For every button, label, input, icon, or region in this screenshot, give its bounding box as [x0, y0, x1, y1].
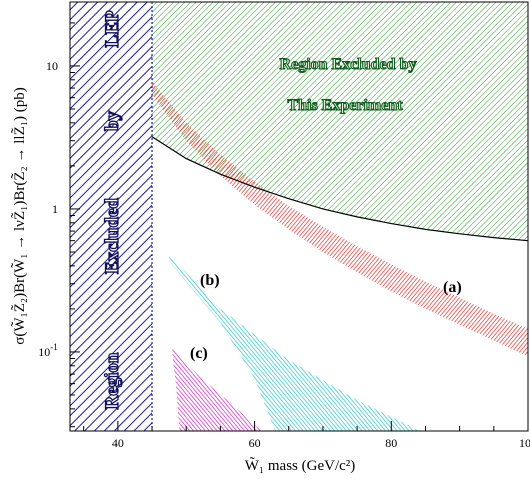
experiment-excluded-region — [152, 2, 528, 241]
lep-word-1: Region — [102, 352, 123, 409]
lep-region-label: Region Excluded by LEP — [101, 9, 123, 410]
y-tick-label: 1 — [52, 202, 58, 216]
y-tick-label: 10-1 — [38, 342, 58, 359]
band-b — [169, 254, 419, 431]
band-a — [152, 81, 528, 357]
experiment-region-label-line-1: Region Excluded by — [280, 56, 417, 73]
x-tick-label: 80 — [385, 436, 397, 450]
lep-word-4: LEP — [102, 10, 123, 47]
lep-word-3: by — [102, 110, 123, 131]
y-axis-label: σ(W̃₁Z̃₂)Br(W̃₁ → lνZ̃₁)Br(Z̃₂ → llZ̃₁) … — [11, 87, 28, 344]
band-b-label: (b) — [200, 272, 220, 289]
experiment-region-label-line-2: This Experiment — [287, 97, 403, 114]
band-a-label: (a) — [443, 279, 462, 296]
band-c-label: (c) — [190, 345, 208, 362]
x-tick-label: 40 — [112, 436, 124, 450]
lep-excluded-region — [70, 2, 153, 431]
lep-word-2: Excluded — [102, 198, 123, 274]
band-c — [172, 348, 262, 431]
y-tick-label: 10 — [46, 59, 58, 73]
x-axis-label: W̃₁ mass (GeV/c²) — [245, 457, 356, 474]
x-tick-label: 60 — [249, 436, 261, 450]
plot-frame — [69, 1, 529, 432]
experiment-limit-curve — [151, 136, 528, 242]
x-tick-label: 100 — [519, 436, 530, 450]
